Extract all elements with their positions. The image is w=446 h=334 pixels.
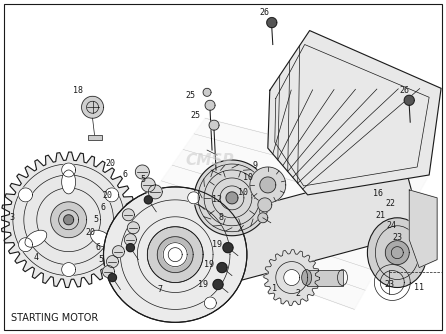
Polygon shape [122, 209, 134, 221]
Polygon shape [124, 234, 136, 246]
Polygon shape [157, 237, 193, 273]
Polygon shape [204, 297, 216, 309]
Ellipse shape [301, 270, 312, 286]
Text: 6: 6 [100, 203, 106, 212]
Text: 2: 2 [296, 289, 301, 298]
Polygon shape [1, 152, 136, 288]
Polygon shape [145, 196, 152, 204]
Text: 12: 12 [212, 195, 222, 204]
Text: 23: 23 [384, 280, 394, 289]
Polygon shape [51, 202, 87, 238]
Text: 4: 4 [34, 253, 39, 262]
Text: 10: 10 [243, 173, 253, 182]
Text: 11: 11 [414, 283, 424, 292]
Polygon shape [385, 241, 409, 265]
Polygon shape [209, 120, 219, 130]
Polygon shape [62, 163, 76, 177]
Text: 22: 22 [385, 199, 395, 208]
Text: 16: 16 [373, 189, 384, 198]
Text: 1: 1 [272, 284, 277, 293]
Text: 24: 24 [386, 221, 396, 230]
Polygon shape [112, 246, 124, 258]
Text: 6: 6 [95, 243, 100, 252]
Polygon shape [128, 222, 139, 234]
Polygon shape [217, 263, 227, 273]
Text: 6: 6 [122, 170, 128, 179]
Polygon shape [149, 185, 162, 199]
Text: 20: 20 [103, 191, 112, 200]
Polygon shape [103, 266, 115, 278]
Polygon shape [107, 256, 119, 268]
Text: 10: 10 [238, 188, 248, 197]
Polygon shape [136, 165, 149, 179]
Text: 25: 25 [190, 111, 200, 120]
Polygon shape [194, 160, 270, 236]
Polygon shape [19, 238, 33, 252]
Ellipse shape [103, 187, 247, 322]
Polygon shape [258, 198, 272, 212]
Polygon shape [126, 244, 134, 252]
Polygon shape [64, 215, 74, 225]
Text: 26: 26 [260, 8, 270, 17]
Text: 26: 26 [399, 86, 409, 95]
Polygon shape [250, 167, 286, 203]
Polygon shape [19, 188, 33, 202]
Polygon shape [284, 270, 300, 286]
Text: 19: 19 [198, 280, 208, 289]
Polygon shape [268, 31, 441, 195]
Bar [213, 166, 422, 283]
Text: 19: 19 [212, 240, 222, 249]
Polygon shape [188, 192, 200, 204]
Text: 9: 9 [253, 161, 258, 170]
Text: 5: 5 [140, 175, 145, 184]
Polygon shape [404, 95, 414, 105]
Polygon shape [105, 188, 119, 202]
Polygon shape [62, 263, 76, 277]
Text: 20: 20 [105, 159, 116, 168]
Bar [307, 270, 343, 286]
Ellipse shape [91, 230, 112, 247]
Polygon shape [223, 243, 233, 253]
Text: 20: 20 [86, 228, 95, 237]
Text: 25: 25 [185, 91, 195, 100]
Text: 3: 3 [10, 213, 15, 222]
Polygon shape [258, 213, 268, 223]
Ellipse shape [62, 170, 76, 194]
Text: 21: 21 [376, 211, 385, 220]
Text: 5: 5 [99, 255, 103, 264]
Text: 5: 5 [94, 215, 99, 224]
Ellipse shape [25, 230, 47, 247]
Text: STARTING MOTOR: STARTING MOTOR [11, 313, 98, 323]
Text: 19: 19 [204, 260, 214, 269]
Polygon shape [105, 238, 119, 252]
Polygon shape [203, 88, 211, 96]
Polygon shape [108, 274, 116, 282]
Polygon shape [264, 249, 320, 305]
Polygon shape [82, 96, 103, 118]
Text: 18: 18 [73, 86, 83, 95]
Polygon shape [147, 227, 203, 283]
Polygon shape [128, 118, 429, 309]
Polygon shape [213, 280, 223, 290]
Text: 8: 8 [219, 213, 224, 222]
Polygon shape [205, 100, 215, 110]
Text: CMSP: CMSP [186, 153, 234, 168]
Polygon shape [267, 18, 277, 28]
Ellipse shape [368, 218, 427, 288]
Polygon shape [260, 177, 276, 193]
Bar [87, 135, 102, 140]
Text: 23: 23 [392, 233, 402, 242]
Text: 7: 7 [157, 285, 162, 294]
Polygon shape [409, 190, 437, 268]
Polygon shape [141, 178, 155, 192]
Polygon shape [226, 192, 238, 204]
Polygon shape [163, 243, 187, 267]
